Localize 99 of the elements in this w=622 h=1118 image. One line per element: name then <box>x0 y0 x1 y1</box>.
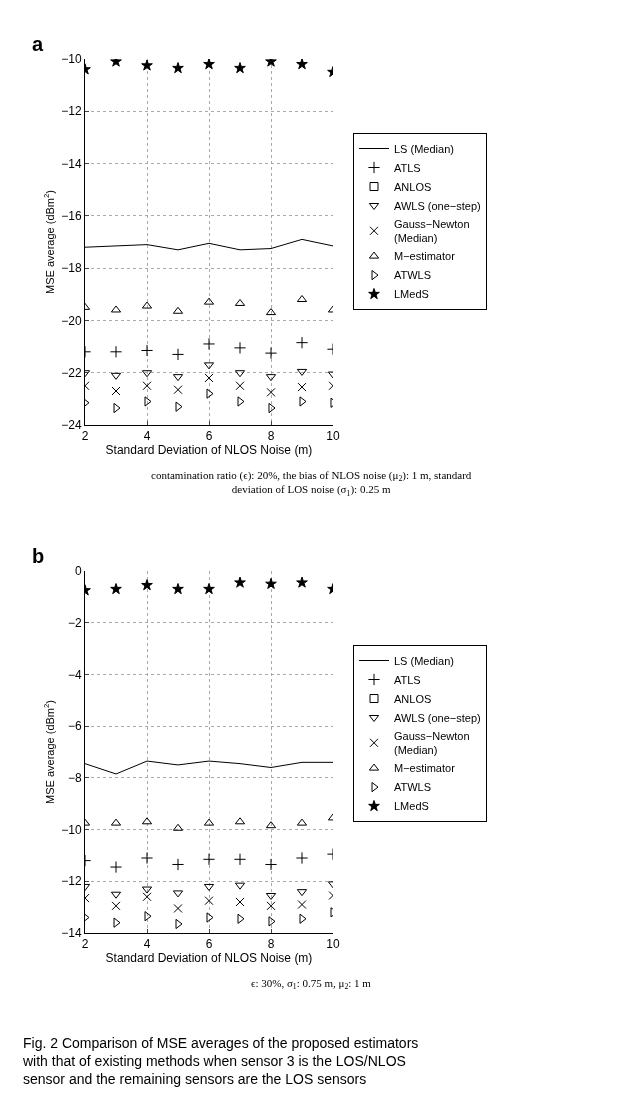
legend-label: Gauss−Newton (Median) <box>394 217 470 245</box>
point <box>203 59 215 70</box>
x-tick-label: 6 <box>205 429 213 444</box>
caption: Fig. 2 Comparison of MSE averages of the proposed estimators with that of existing methods when sensor 3 is the LOS/NLOS sensor and the remaining sensors are the LOS sensors <box>22 1035 419 1088</box>
y-tick-label: −24 <box>61 418 82 433</box>
legend-label: ATWLS <box>394 781 432 794</box>
point <box>142 381 152 391</box>
point <box>171 348 185 361</box>
y-tick-label: −14 <box>61 926 82 941</box>
y-tick-label: 0 <box>74 564 82 579</box>
chart-title: b <box>32 545 45 567</box>
point <box>144 396 152 407</box>
point <box>296 576 308 588</box>
point <box>172 62 184 74</box>
y-tick-label: −20 <box>61 313 82 328</box>
point <box>204 896 214 906</box>
legend-label: ATWLS <box>394 269 432 282</box>
y-tick-label: −10 <box>61 822 82 837</box>
point <box>235 381 245 391</box>
point <box>233 853 247 866</box>
point <box>297 900 307 910</box>
point <box>295 336 309 349</box>
legend-label: ATLS <box>394 673 421 686</box>
point <box>175 401 183 412</box>
x-tick-label: 4 <box>143 429 151 444</box>
point <box>235 897 245 907</box>
y-tick-label: −4 <box>67 667 82 682</box>
legend-label: AWLS (one−step) <box>394 711 481 724</box>
y-tick-label: −8 <box>67 771 82 786</box>
point <box>173 385 183 395</box>
point <box>113 917 121 928</box>
legend-label: M−estimator <box>394 250 456 263</box>
point <box>297 382 307 392</box>
y-tick-label: −16 <box>61 209 82 224</box>
x-tick-label: 6 <box>205 937 213 952</box>
point <box>172 583 184 595</box>
text: contamination ratio (ϵ): 20%, the bias of NLOS noise (μ$_{2}$): 1 m, standard deviation of LOS noise (σ$_{1}$): 0.25 m <box>151 469 472 498</box>
x-tick-label: 8 <box>267 429 275 444</box>
legend-label: LS (Median) <box>394 142 454 155</box>
point <box>140 851 154 865</box>
x-tick-label: 10 <box>326 937 340 952</box>
point <box>299 396 307 407</box>
point <box>206 912 214 923</box>
text: ϵ: 30%, σ$_{1}$: 0.75 m, μ$_{2}$: 1 m <box>251 977 372 992</box>
point <box>234 62 246 74</box>
x-tick-label: 10 <box>326 429 340 444</box>
y-tick-label: −14 <box>61 156 82 171</box>
x-tick-label: 8 <box>267 937 275 952</box>
point <box>206 388 214 399</box>
legend-label: AWLS (one−step) <box>394 199 481 212</box>
point <box>296 59 308 70</box>
point <box>111 901 121 911</box>
point <box>234 576 246 588</box>
x-tick-label: 2 <box>81 429 89 444</box>
y-tick-label: −12 <box>61 874 82 889</box>
point <box>141 59 153 71</box>
point <box>109 345 123 358</box>
legend-label: ATLS <box>394 161 421 174</box>
x-axis-title: Standard Deviation of NLOS Noise (m) <box>105 951 313 966</box>
point <box>173 903 183 913</box>
x-tick-label: 4 <box>143 937 151 952</box>
point <box>204 373 214 383</box>
legend-label: LS (Median) <box>394 654 454 667</box>
y-tick-label: −2 <box>67 615 82 630</box>
point <box>144 911 152 922</box>
point <box>110 583 122 595</box>
chart-title: a <box>32 33 44 55</box>
legend-label: LMedS <box>394 800 429 813</box>
legend-label: Gauss−Newton (Median) <box>394 729 470 757</box>
point <box>203 583 215 595</box>
legend-label: LMedS <box>394 288 429 301</box>
y-tick-label: −22 <box>61 365 82 380</box>
point <box>141 579 153 591</box>
point <box>264 347 278 360</box>
point <box>237 913 245 924</box>
point <box>202 853 216 866</box>
point <box>202 337 216 351</box>
legend-label: ANLOS <box>394 180 432 193</box>
y-tick-label: −18 <box>61 261 82 276</box>
point <box>264 858 278 871</box>
point <box>299 913 307 924</box>
y-tick-label: −6 <box>67 719 82 734</box>
point <box>266 387 276 397</box>
y-tick-label: −12 <box>61 104 82 119</box>
point <box>142 892 152 902</box>
point <box>171 858 185 871</box>
point <box>109 860 123 874</box>
y-tick-label: −10 <box>61 52 82 67</box>
point <box>265 577 277 589</box>
point <box>295 851 309 865</box>
x-axis-title: Standard Deviation of NLOS Noise (m) <box>105 443 313 458</box>
legend-label: M−estimator <box>394 762 456 775</box>
x-tick-label: 2 <box>81 937 89 952</box>
point <box>140 344 154 357</box>
point <box>237 396 245 407</box>
point <box>268 916 276 927</box>
point <box>266 901 276 911</box>
legend-label: ANLOS <box>394 692 432 705</box>
point <box>233 341 247 354</box>
